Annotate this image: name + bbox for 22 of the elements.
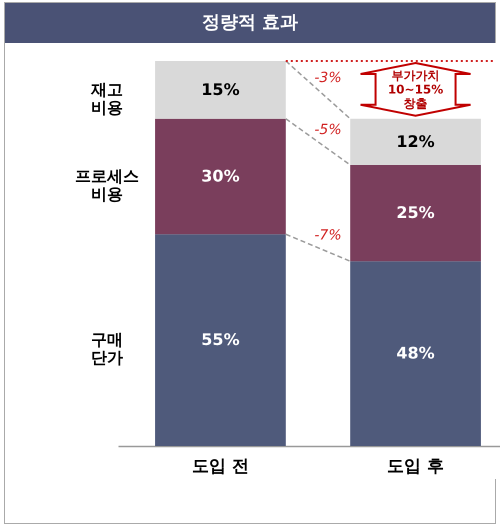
x-tick-label: 도입 후 xyxy=(387,456,444,476)
data-label: 55% xyxy=(201,330,240,350)
bar xyxy=(155,234,286,446)
annotation: -3% xyxy=(314,70,342,86)
bar xyxy=(155,118,286,234)
data-label: 12% xyxy=(396,132,435,151)
bar xyxy=(350,261,481,446)
series-label: 프로세스 비용 xyxy=(75,166,140,204)
series-label: 구매 단가 xyxy=(91,330,124,368)
data-label: 25% xyxy=(396,203,435,222)
annotation: -5% xyxy=(314,122,342,138)
annotation: -7% xyxy=(314,228,342,244)
chart-title: 정량적 효과 xyxy=(5,3,495,43)
bar xyxy=(350,118,481,165)
data-label: 30% xyxy=(201,166,240,186)
data-label: 15% xyxy=(201,80,240,99)
x-tick-label: 도입 전 xyxy=(192,456,249,476)
bar xyxy=(350,164,481,262)
annotation: 부가가치 10~15% 창출 xyxy=(388,68,444,110)
series-label: 재고 비용 xyxy=(90,80,124,117)
data-label: 48% xyxy=(396,344,435,363)
bar xyxy=(155,61,286,119)
